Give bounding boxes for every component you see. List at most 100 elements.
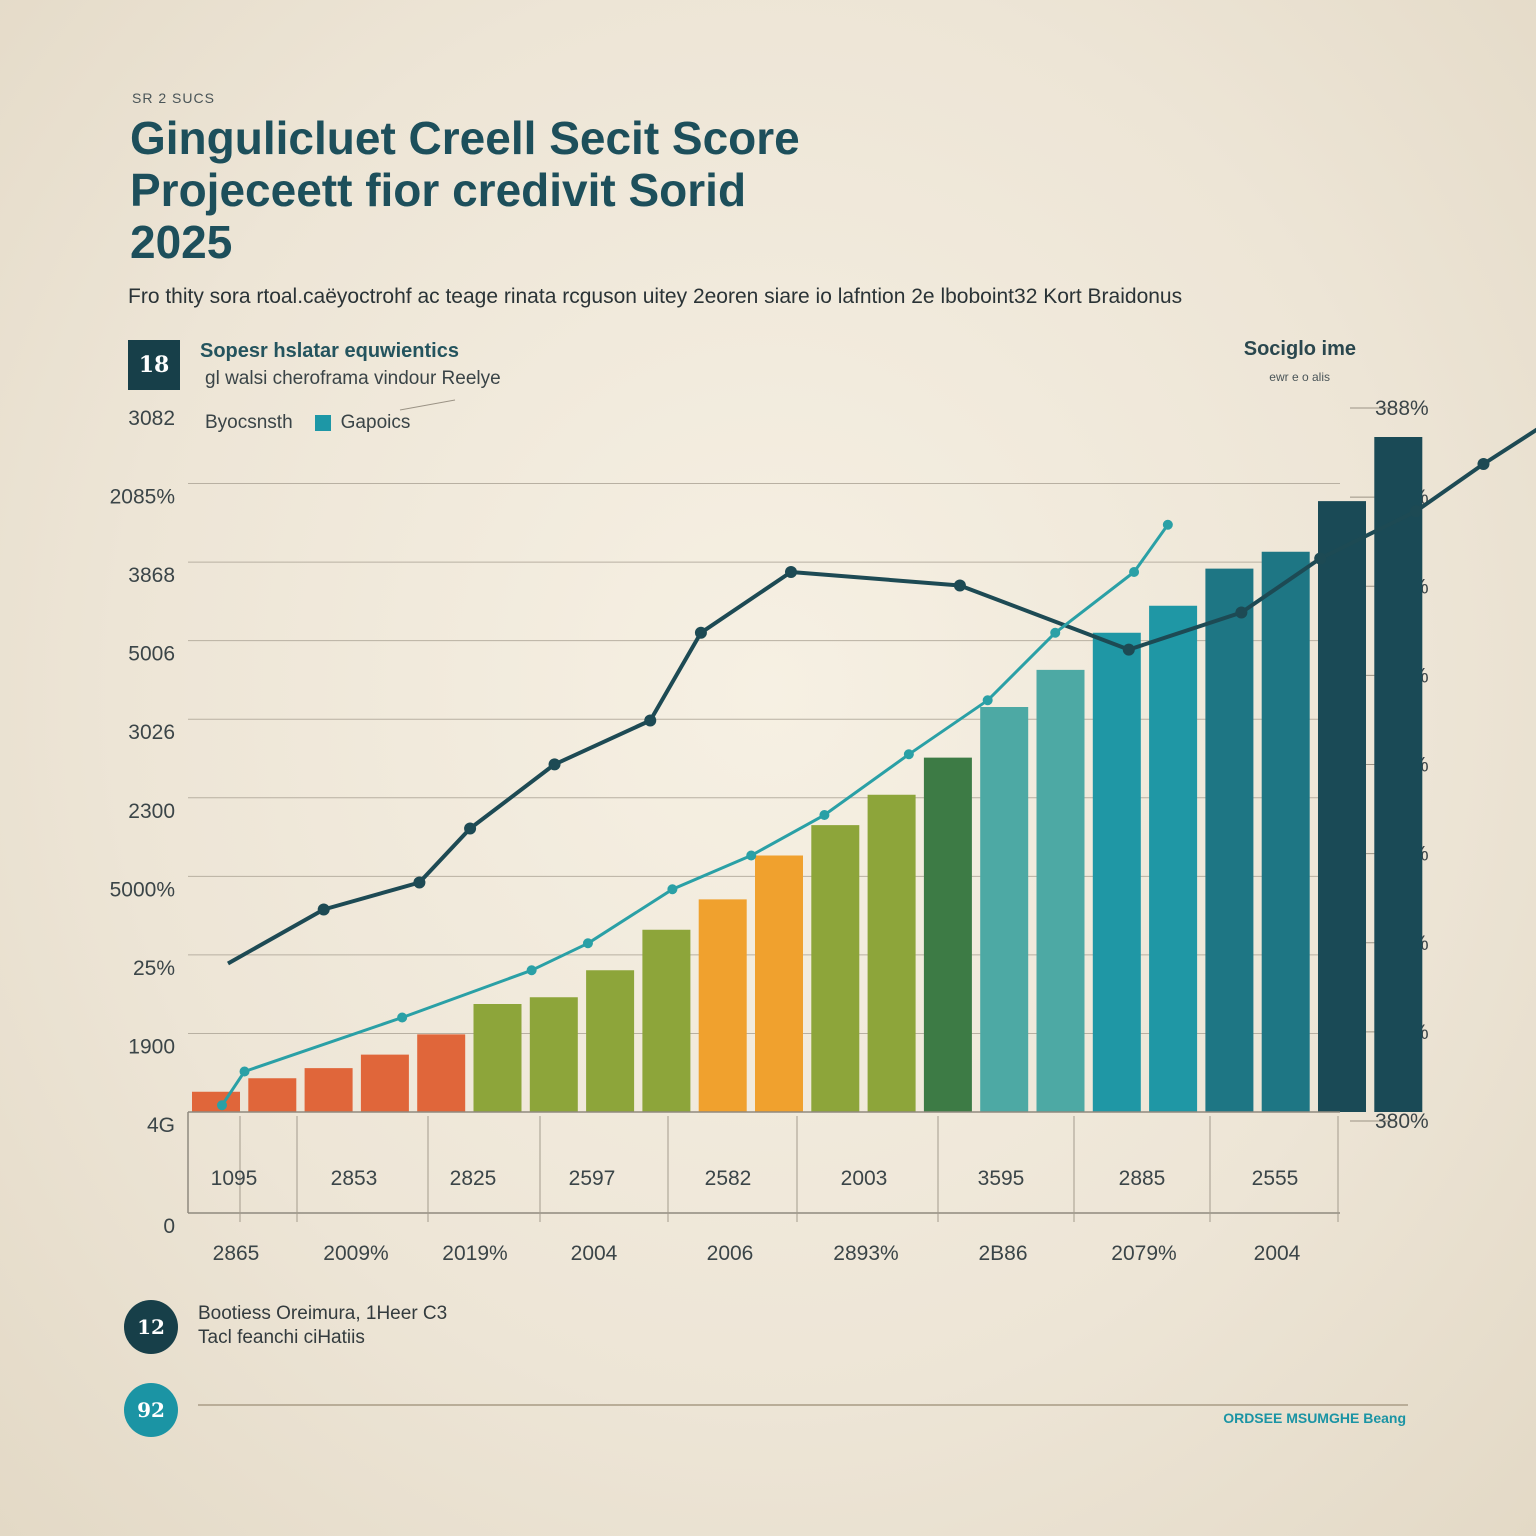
x-axis-label-row2: 2006 (707, 1242, 754, 1265)
left-axis-tick: 3026 (128, 721, 175, 744)
x-axis-label-row1: 3595 (978, 1167, 1025, 1190)
series-point-dark (1122, 643, 1135, 656)
bar (867, 794, 916, 1112)
legend-label-right: Gapoics (340, 412, 411, 433)
series-point-dark (1477, 458, 1490, 470)
bar (923, 757, 972, 1112)
x-axis-label-row1: 1095 (211, 1167, 258, 1190)
left-axis-tick: 2300 (128, 800, 175, 823)
left-axis-tick: 25% (133, 957, 175, 980)
series-point-dark (1409, 505, 1422, 518)
footer-brand-accent: Beang (1363, 1410, 1406, 1426)
bar (1092, 632, 1141, 1112)
bar (755, 855, 803, 1112)
bar (1036, 669, 1085, 1112)
series-point-teal (982, 695, 993, 706)
series-point-dark (953, 579, 966, 592)
title-line-3: 2025 (130, 216, 233, 268)
footer-badge-1: 12 (124, 1300, 178, 1354)
left-axis-tick: 0 (163, 1215, 175, 1238)
bar (980, 707, 1029, 1112)
bar (1149, 605, 1198, 1112)
series-point-teal (746, 850, 757, 861)
title-line-1: Gingulicluet Creell Secit Score (130, 112, 800, 164)
x-axis-label-row2: 2079% (1111, 1242, 1176, 1265)
x-axis-label-row1: 2853 (331, 1167, 378, 1190)
series-point-dark (413, 876, 426, 889)
series-point-dark (785, 566, 797, 578)
footer-brand-prefix: ORDSEE MSUMGHE (1223, 1410, 1360, 1426)
right-axis-tick: 388% (1375, 397, 1429, 420)
series-point-teal (397, 1012, 408, 1023)
series-point-teal (582, 938, 593, 949)
series-point-dark (1314, 552, 1327, 565)
left-axis-tick: 5000% (110, 878, 175, 901)
series-point-teal (667, 884, 678, 895)
bar (811, 825, 860, 1112)
left-axis-tick: 1900 (128, 1035, 175, 1058)
bar (642, 929, 691, 1112)
series-point-dark (317, 903, 330, 916)
title-line-2: Projeceett fior credivit Sorid (130, 164, 747, 216)
bar (529, 997, 578, 1112)
series-title: Sopesr hslatar equwientics (200, 340, 459, 362)
bar (473, 1004, 522, 1112)
x-axis-label-row2: 2865 (213, 1242, 260, 1265)
footer-badge-2: 92 (124, 1383, 178, 1437)
page-title: Gingulicluet Creell Secit Score Projecee… (130, 112, 1030, 268)
footer-note-line-1: Bootiess Oreimura, 1Heer C3 (198, 1303, 448, 1324)
bar (1205, 568, 1254, 1112)
annotation-pointer (399, 399, 456, 411)
series-point-dark (694, 626, 707, 639)
series-point-dark (1235, 606, 1248, 619)
footer-note-line-2: Tacl feanchi ciHatiis (198, 1327, 365, 1348)
legend: Byocsnsth Gapoics (205, 412, 410, 434)
left-axis-tick: 3868 (128, 564, 175, 587)
bar (1374, 437, 1423, 1112)
footer-brand: ORDSEE MSUMGHE Beang (1223, 1410, 1406, 1426)
series-point-teal (239, 1066, 250, 1077)
bar (360, 1054, 409, 1112)
x-axis-label-row2: 2B86 (978, 1242, 1027, 1265)
bar (1261, 551, 1310, 1112)
bar (192, 1091, 240, 1112)
right-axis-subtitle: ewr e o alis (1269, 370, 1330, 384)
series-point-teal (819, 810, 830, 820)
bar (417, 1034, 466, 1112)
bar (586, 970, 635, 1112)
x-axis-label-row1: 2555 (1252, 1167, 1299, 1190)
subtitle: Fro thity sora rtoal.caëyoctrohf ac teag… (128, 285, 1183, 308)
x-axis-label-row1: 2885 (1119, 1167, 1166, 1190)
series-point-teal (526, 965, 537, 976)
series-point-dark (644, 714, 657, 727)
x-axis-label-row1: 2582 (705, 1167, 752, 1190)
series-subtitle: gl walsi cheroframa vindour Reelye (205, 368, 501, 389)
x-axis-label-row2: 2009% (323, 1242, 388, 1265)
series-point-dark (464, 822, 477, 835)
footer-note: Bootiess Oreimura, 1Heer C3 Tacl feanchi… (198, 1302, 447, 1350)
series-point-teal (1129, 567, 1140, 577)
bar (304, 1068, 353, 1112)
right-axis-tick: 380% (1375, 1110, 1429, 1133)
x-axis-label-row1: 2597 (569, 1167, 616, 1190)
bar (1318, 501, 1366, 1112)
right-axis-title: Sociglo ime (1243, 338, 1356, 360)
legend-swatch-icon (314, 415, 331, 431)
series-point-teal (1050, 627, 1061, 638)
left-axis-tick: 5006 (128, 643, 175, 666)
footer-divider (198, 1404, 1408, 1406)
x-axis-label-row2: 2004 (1254, 1242, 1301, 1265)
bar (698, 899, 747, 1112)
legend-label-left: Byocsnsth (205, 412, 293, 433)
x-axis-label-row1: 2825 (450, 1167, 497, 1190)
x-axis-label-row1: 2003 (841, 1167, 888, 1190)
x-axis-label-row2: 2893% (833, 1242, 898, 1265)
left-axis-tick: 4G (147, 1114, 175, 1137)
series-point-teal (1162, 519, 1173, 530)
kicker-text: SR 2 SUCS (132, 90, 215, 106)
x-axis-label-row2: 2004 (571, 1242, 618, 1265)
top-number-badge: 18 (128, 340, 180, 390)
series-point-teal (217, 1100, 227, 1111)
series-line-dark (227, 427, 1536, 966)
